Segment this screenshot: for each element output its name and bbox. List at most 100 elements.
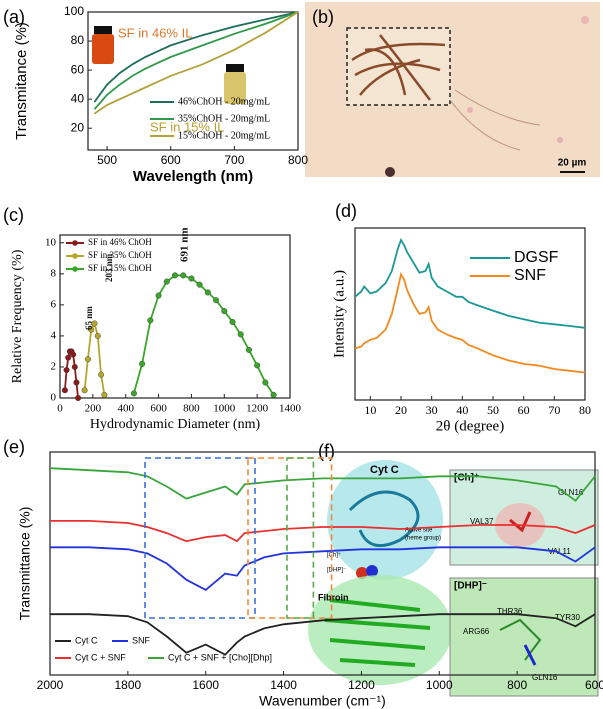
series-line <box>50 520 596 543</box>
marker <box>237 331 244 338</box>
x-tick-label: 200 <box>85 403 102 415</box>
x-tick-label: 1800 <box>115 678 142 692</box>
series-line <box>93 11 299 115</box>
legend-label: Cyt C + SNF + [Cho][Dhp] <box>168 652 272 662</box>
y-axis-label: Intensity (a.u.) <box>331 270 347 358</box>
marker <box>91 320 98 327</box>
marker <box>229 318 236 325</box>
fibroin-sheet <box>324 598 431 667</box>
legend-label: 35%ChOH - 20mg/mL <box>178 113 270 124</box>
marker <box>139 360 146 367</box>
residue-label: TYR30 <box>555 613 580 622</box>
vial <box>224 72 246 104</box>
marker <box>163 278 170 285</box>
marker <box>196 281 203 288</box>
series-line <box>93 11 299 110</box>
x-tick-label: 700 <box>224 153 244 167</box>
marker <box>262 379 269 386</box>
y-tick-label: 0 <box>51 392 57 404</box>
x-axis-label: Wavelength (nm) <box>133 168 253 185</box>
x-tick-label: 800 <box>507 678 527 692</box>
marker <box>204 289 211 296</box>
highlight-box <box>144 457 256 619</box>
y-axis-label: Relative Frequency (%) <box>10 249 25 383</box>
annotation: 65 nm <box>84 306 94 330</box>
x-tick-label: 80 <box>579 403 591 417</box>
x-tick-label: 70 <box>548 403 560 417</box>
legend-label: SNF <box>132 635 151 645</box>
y-tick-label: 6 <box>51 298 57 310</box>
x-tick-label: 30 <box>426 403 438 417</box>
marker <box>180 272 187 279</box>
marker <box>221 308 228 315</box>
x-tick-label: 40 <box>456 403 468 417</box>
marker <box>155 292 162 299</box>
marker <box>94 332 101 339</box>
inset-title: [Ch]⁺ <box>454 473 479 484</box>
marker <box>81 387 88 394</box>
marker <box>245 346 252 353</box>
annotation: 203 nm <box>104 253 114 282</box>
panel-label: (d) <box>335 201 357 221</box>
vial-cap <box>94 26 112 34</box>
y-tick-label: 60 <box>71 62 85 76</box>
residue-label: GLN16 <box>532 673 558 682</box>
marker <box>254 362 261 369</box>
x-axis-label: Hydrodynamic Diameter (nm) <box>90 417 261 432</box>
x-tick-label: 600 <box>585 678 603 692</box>
legend-label: 15%ChOH - 20mg/mL <box>178 130 270 141</box>
x-tick-label: 1200 <box>348 678 375 692</box>
y-tick-label: 8 <box>51 267 57 279</box>
plot-frame <box>354 227 586 401</box>
structure-label: [Ch]⁺ <box>327 552 341 559</box>
ligand <box>523 644 537 666</box>
panel-label: (c) <box>3 205 24 225</box>
panel-label: (a) <box>3 7 25 27</box>
structure-label: Fibroin <box>318 592 349 602</box>
plot-frame <box>49 451 596 676</box>
residue-label: VAL37 <box>470 517 494 526</box>
protein-render <box>308 460 599 697</box>
y-tick-label: 80 <box>71 33 85 47</box>
panel-label: (b) <box>312 7 334 27</box>
x-tick-label: 1400 <box>270 678 297 692</box>
marker <box>147 317 154 324</box>
y-tick-label: 100 <box>64 4 84 18</box>
series-line <box>354 271 586 374</box>
x-axis-label: 2θ (degree) <box>436 418 504 434</box>
vial <box>92 34 114 64</box>
annotation: SF in 15% IL <box>150 119 224 134</box>
marker <box>63 367 70 374</box>
plot-frame <box>59 234 291 399</box>
x-tick-label: 800 <box>183 403 200 415</box>
legend-label: DGSF <box>514 249 559 266</box>
structure-label: Cyt C <box>370 464 399 476</box>
residue-label: THR36 <box>497 607 523 616</box>
legend-label: Cyt C <box>75 635 98 645</box>
fiber <box>351 34 446 101</box>
ion <box>356 567 368 579</box>
legend-marker <box>72 240 78 246</box>
panel-label: (f) <box>318 441 335 461</box>
fiber <box>449 89 541 151</box>
cytc-ribbon <box>348 490 420 548</box>
x-tick-label: 1200 <box>246 403 269 415</box>
legend-label: Cyt C + SNF <box>75 652 126 662</box>
x-tick-label: 10 <box>364 403 376 417</box>
panel-label: (e) <box>3 437 25 457</box>
x-tick-label: 2000 <box>37 678 64 692</box>
x-tick-label: 50 <box>487 403 499 417</box>
x-tick-label: 1000 <box>426 678 453 692</box>
marker <box>73 379 80 386</box>
y-axis-label: Transmittance (%) <box>17 507 33 621</box>
x-tick-label: 400 <box>117 403 134 415</box>
y-tick-label: 2 <box>51 360 57 372</box>
series-line <box>50 613 596 656</box>
marker <box>84 356 91 363</box>
annotation: SF in 46% IL <box>118 25 192 40</box>
legend-label: SF in 46% ChOH <box>88 237 152 247</box>
structure-label: (heme group) <box>405 536 441 542</box>
inset-title: [DHP]⁻ <box>454 581 487 592</box>
residue-label: GLN16 <box>558 488 584 497</box>
